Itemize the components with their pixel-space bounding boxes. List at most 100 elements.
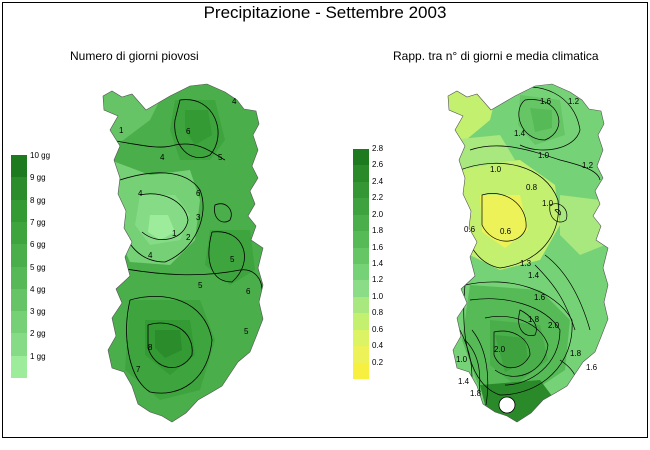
left-contour-label: 1 — [119, 126, 124, 135]
left-contour-label: 6 — [246, 287, 251, 296]
left-contour-label: 4 — [148, 251, 153, 260]
legend-swatch — [353, 165, 369, 183]
right-contour-label: 1.8 — [528, 315, 540, 324]
left-contour-label: 3 — [196, 213, 201, 222]
right-contour-label: 1.0 — [538, 151, 550, 160]
right-map-east-zone — [560, 195, 605, 255]
legend-swatch — [353, 362, 369, 380]
page-title: Precipitazione - Settembre 2003 — [203, 3, 447, 22]
right-contour-label: 1.4 — [458, 377, 470, 386]
legend-swatch — [353, 346, 369, 364]
right-map — [448, 84, 608, 422]
legend-swatch — [353, 247, 369, 265]
legend-swatch — [11, 288, 27, 312]
right-contour-label: 1.2 — [568, 97, 580, 106]
legend-label: 8 gg — [30, 195, 46, 205]
right-map-far-south-zone — [480, 380, 555, 422]
legend-label: 0.6 — [372, 324, 384, 334]
left-contour-label: 6 — [186, 127, 191, 136]
legend-label: 0.8 — [372, 308, 384, 318]
legend-label: 3 gg — [30, 307, 46, 317]
legend-label: 2.8 — [372, 144, 384, 153]
right-map-south-max-zone — [495, 335, 528, 372]
right-contour-label: 1.0 — [490, 165, 502, 174]
legend-swatch — [11, 155, 27, 178]
right-contour-label: 1.4 — [528, 271, 540, 280]
legend-swatch — [11, 266, 27, 290]
right-contour-label: 1.6 — [534, 293, 546, 302]
left-contour-label: 4 — [138, 189, 143, 198]
left-contour-label: 2 — [186, 233, 191, 242]
legend-swatch — [11, 333, 27, 357]
legend-label: 2 gg — [30, 329, 46, 339]
right-legend-bar — [353, 149, 369, 380]
left-map-1gg-zone — [148, 215, 175, 240]
left-contour-label: 6 — [196, 189, 201, 198]
legend-label: 2.6 — [372, 160, 384, 170]
right-contour-label: 1.8 — [470, 389, 482, 398]
legend-label: 0.4 — [372, 341, 384, 351]
left-map-ne-max-zone — [185, 110, 212, 145]
legend-swatch — [353, 329, 369, 347]
legend-swatch — [11, 244, 27, 267]
legend-swatch — [353, 231, 369, 249]
legend-swatch — [11, 221, 27, 245]
legend-swatch — [353, 181, 369, 199]
right-contour-label: 1.4 — [514, 129, 526, 138]
legend-swatch — [353, 264, 369, 281]
left-contour-label: 4 — [160, 153, 165, 162]
legend-label: 5 gg — [30, 262, 46, 272]
left-contour-label: 5 — [244, 327, 249, 336]
legend-label: 1 gg — [30, 351, 46, 361]
right-map-hole — [498, 396, 516, 414]
right-contour-label: 0.8 — [526, 183, 538, 192]
legend-label: 0.2 — [372, 357, 384, 367]
right-contour-label: 1.3 — [520, 259, 532, 268]
legend-label: 1.4 — [372, 259, 384, 268]
legend-swatch — [353, 198, 369, 216]
legend-label: 2.2 — [372, 193, 384, 203]
right-contour-label: 1.6 — [586, 363, 598, 372]
legend-swatch — [11, 177, 27, 201]
legend-label: 2.0 — [372, 209, 384, 219]
left-map-east-zone — [205, 230, 255, 285]
right-contour-label: 1.0 — [456, 355, 468, 364]
legend-label: 1.0 — [372, 291, 384, 301]
left-contour-label: 4 — [232, 97, 237, 106]
left-contour-label: 5 — [230, 255, 235, 264]
left-contour-label: 8 — [148, 343, 153, 352]
right-contour-label: 1.0 — [542, 199, 554, 208]
left-contour-label: 1 — [172, 229, 177, 238]
right-contour-label: 1.6 — [540, 97, 552, 106]
legend-label: 4 gg — [30, 284, 46, 294]
legend-label: 2.4 — [372, 176, 384, 186]
right-map-central-min-zone — [480, 195, 528, 248]
right-contour-label: 2.0 — [548, 321, 560, 330]
right-map-ne-core-zone — [530, 108, 552, 132]
left-map — [103, 84, 263, 422]
legend-swatch — [353, 149, 369, 166]
right-contour-label: 1.8 — [570, 349, 582, 358]
legend-label: 6 gg — [30, 240, 46, 250]
left-legend-bar — [11, 155, 27, 379]
legend-label: 1.2 — [372, 275, 384, 285]
right-contour-label: 1.2 — [582, 161, 594, 170]
left-map-south-max-zone — [155, 330, 182, 358]
right-contour-label: 2.0 — [494, 345, 506, 354]
legend-swatch — [11, 311, 27, 334]
legend-label: 1.6 — [372, 242, 384, 252]
legend-swatch — [11, 355, 27, 379]
legend-swatch — [353, 296, 369, 314]
legend-swatch — [353, 214, 369, 232]
legend-swatch — [353, 280, 369, 298]
legend-swatch — [353, 313, 369, 331]
right-map-north-zone — [450, 135, 515, 170]
legend-swatch — [11, 199, 27, 223]
left-contour-label: 5 — [198, 281, 203, 290]
legend-label: 10 gg — [30, 151, 51, 160]
right-map-subtitle: Rapp. tra n° di giorni e media climatica — [393, 49, 599, 63]
legend-label: 9 gg — [30, 173, 46, 183]
legend-label: 7 gg — [30, 217, 46, 227]
left-map-subtitle: Numero di giorni piovosi — [70, 49, 199, 63]
